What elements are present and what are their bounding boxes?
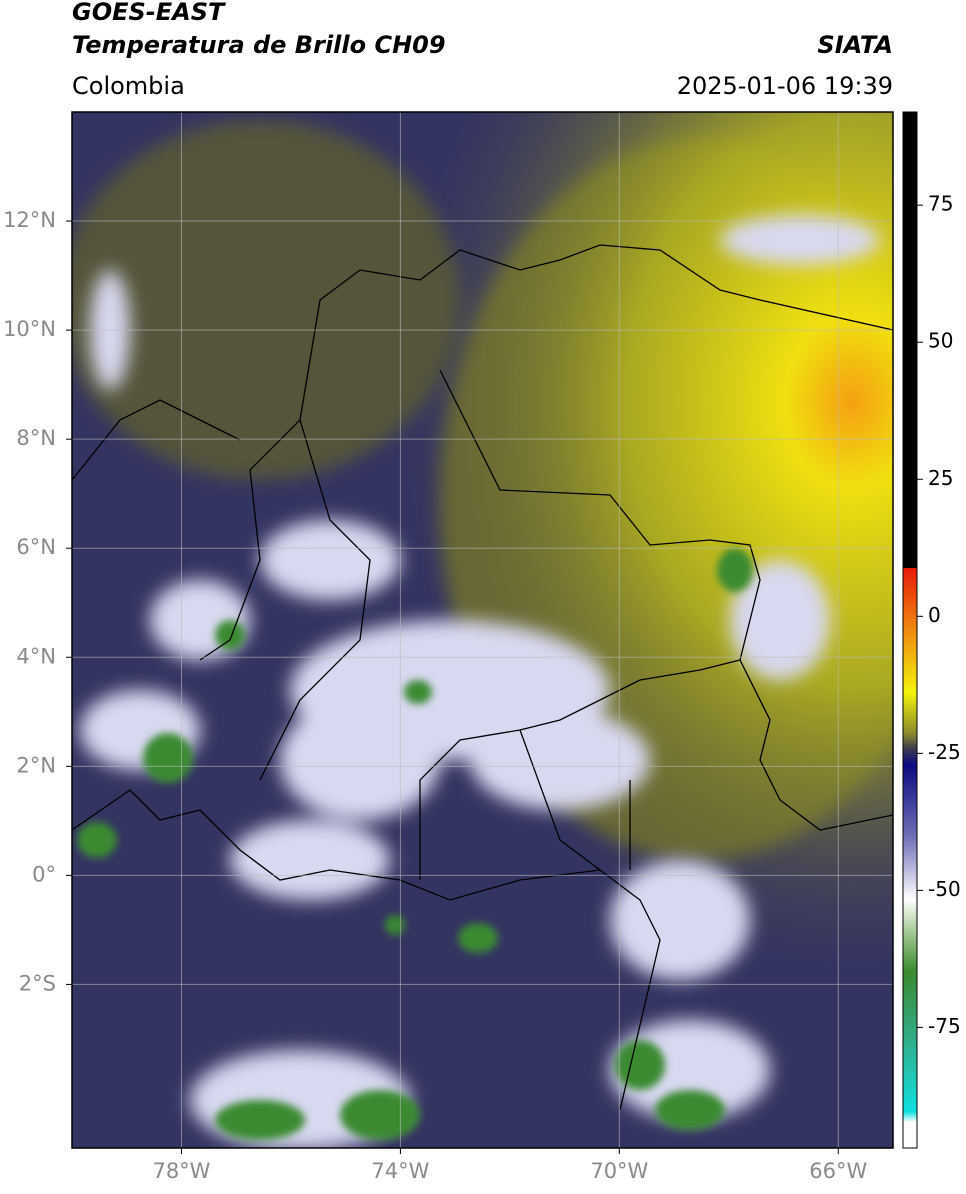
lat-tick-label: 12°N	[3, 208, 56, 232]
colorbar-tick-label: -25	[928, 740, 961, 764]
lon-tick-label: 78°W	[152, 1159, 210, 1183]
lon-tick-label: 70°W	[590, 1159, 648, 1183]
map-frame	[71, 111, 894, 1149]
lat-tick-label: 6°N	[16, 535, 56, 559]
colorbar-tick-label: 75	[928, 192, 953, 216]
lat-tick-label: 2°S	[19, 971, 56, 995]
region: Colombia	[72, 72, 185, 100]
colorbar-tick-label: -50	[928, 877, 961, 901]
lon-tick-label: 74°W	[371, 1159, 429, 1183]
lat-tick-label: 10°N	[3, 317, 56, 341]
datetime: 2025-01-06 19:39	[677, 72, 893, 100]
subtitle: Temperatura de Brillo CH09	[72, 31, 446, 59]
lat-tick-label: 2°N	[16, 753, 56, 777]
colorbar-tick-label: 0	[928, 603, 941, 627]
lat-tick-label: 8°N	[16, 426, 56, 450]
lat-tick-label: 4°N	[16, 644, 56, 668]
lat-tick-label: 0°	[32, 862, 56, 886]
colorbar-tick-label: -75	[928, 1014, 961, 1038]
satellite-image	[72, 112, 893, 1148]
source: SIATA	[817, 31, 893, 59]
title: GOES-EAST	[72, 0, 226, 26]
grid	[72, 112, 893, 1148]
colorbar-tick-label: 25	[928, 466, 953, 490]
colorbar	[902, 111, 918, 1149]
colorbar-tick-label: 50	[928, 329, 953, 353]
lon-tick-label: 66°W	[809, 1159, 867, 1183]
